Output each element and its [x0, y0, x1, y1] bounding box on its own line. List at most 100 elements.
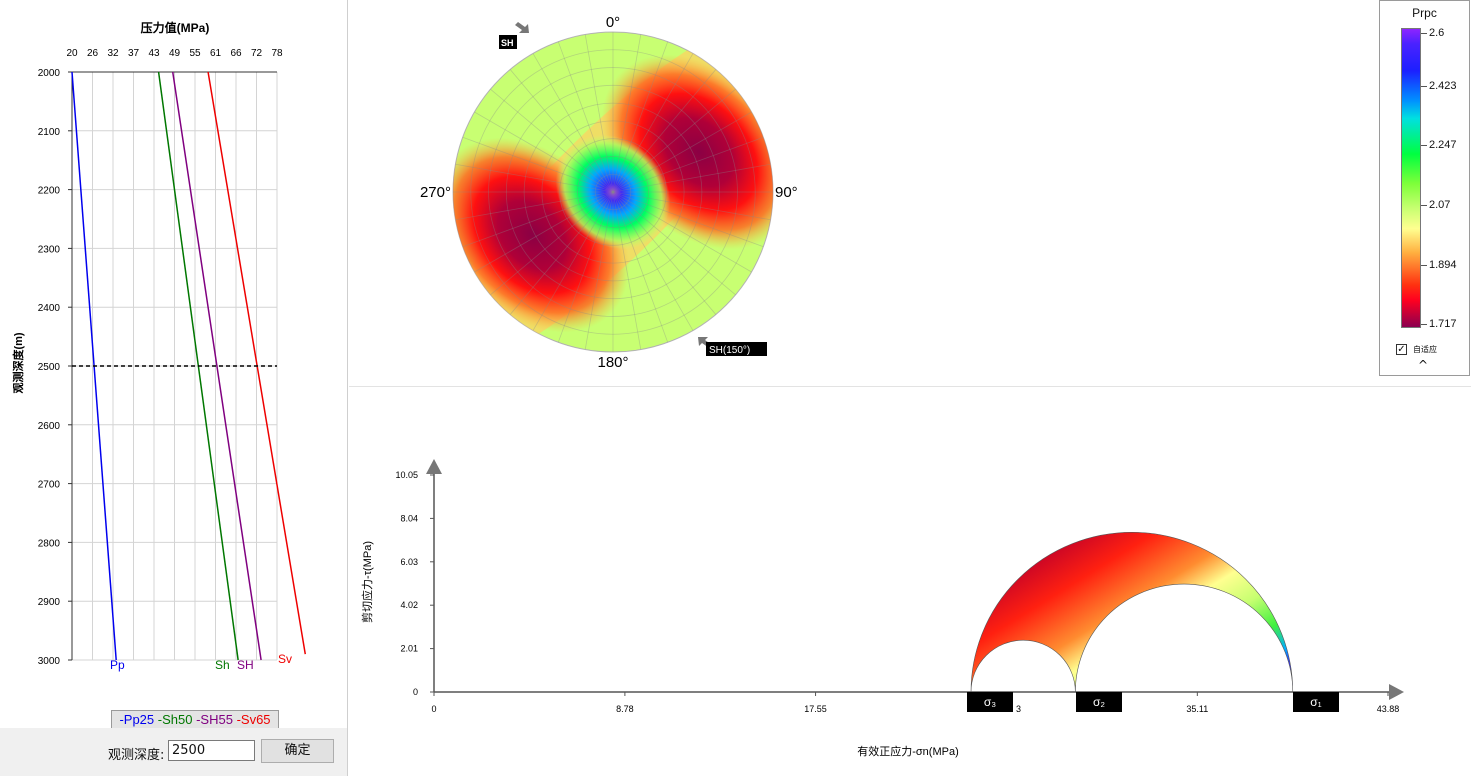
angle-label-270: 270°: [420, 184, 451, 201]
legend-sv: -Sv65: [236, 712, 271, 727]
mohr-partial-tick: 3: [1016, 704, 1021, 714]
net-ring: [470, 49, 756, 335]
pp-series-label: Pp: [110, 658, 125, 672]
mohr-circles: [970, 531, 1294, 693]
net-spoke: [532, 53, 614, 193]
x-tick-label: 66: [230, 48, 242, 59]
y-axis-arrow-icon: [426, 459, 442, 474]
net-ring: [505, 84, 721, 300]
y-tick-label: 2200: [38, 186, 61, 197]
colorbar-tick: [1421, 86, 1427, 87]
x-tick-label: 35.11: [1186, 704, 1208, 714]
x-tick-label: 78: [271, 48, 283, 59]
depth-axis-label: 观测深度(m): [11, 332, 25, 393]
y-tick-label: 2800: [38, 538, 61, 549]
colorbar-tick: [1421, 324, 1427, 325]
series-line-sh55: [171, 71, 262, 661]
net-spoke: [612, 191, 752, 273]
net-ring: [577, 156, 649, 228]
colorbar-label: 2.6: [1429, 27, 1445, 39]
x-tick-label: 0: [431, 704, 436, 714]
x-tick-label: 43.88: [1377, 704, 1400, 714]
y-tick-label: 4.02: [400, 600, 418, 610]
sigma2-label: σ₂: [1093, 695, 1105, 709]
y-tick-label: 2000: [38, 68, 61, 79]
net-spoke: [509, 69, 614, 193]
sh-max-tag: [499, 35, 517, 49]
x-tick-label: 61: [210, 48, 222, 59]
colorbar-gradient: [1401, 28, 1421, 328]
y-tick-label: 8.04: [400, 513, 418, 523]
colorbar-tick: [1421, 265, 1427, 266]
sh-series-label: Sh: [215, 658, 230, 672]
y-tick-label: 0: [413, 687, 418, 697]
panel-divider: [349, 386, 1471, 387]
net-spoke: [612, 191, 694, 331]
net-spoke: [462, 136, 614, 193]
mohr-axes: [426, 459, 1404, 700]
net-spoke: [474, 111, 614, 193]
y-tick-label: 2100: [38, 127, 61, 138]
colorbar-tick: [1421, 145, 1427, 146]
mohr-y-axis-label: 剪切应力-τ(MPa): [360, 541, 374, 623]
x-tick-label: 72: [251, 48, 263, 59]
pressure-chart-title: 压力值(MPa): [141, 20, 210, 35]
y-tick-label: 3000: [38, 656, 61, 667]
colorbar-label: 1.717: [1429, 318, 1457, 330]
net-spoke: [612, 191, 736, 296]
x-tick-label: 55: [189, 48, 201, 59]
net-spoke: [612, 191, 764, 248]
y-tick-label: 2900: [38, 597, 61, 608]
mohr-x-axis-label: 有效正应力-σn(MPa): [857, 744, 959, 758]
net-spoke: [474, 191, 614, 273]
x-tick-label: 37: [128, 48, 140, 59]
x-tick-label: 26: [87, 48, 99, 59]
sh-min-tag: [706, 342, 767, 356]
net-ring: [594, 173, 632, 211]
net-spoke: [455, 163, 614, 193]
net-spoke: [612, 88, 736, 193]
net-spoke: [557, 41, 614, 193]
pressure-legend: -Pp25 -Sh50 -SH55 -Sv65: [111, 710, 279, 729]
angle-label-180: 180°: [597, 354, 628, 371]
net-spoke: [612, 34, 642, 193]
colorbar-label: 1.894: [1429, 259, 1457, 271]
mohr-chart: 0 8.78 17.55 35.11 43.88 0 2.01 4.02 6.03 8.04 10.…: [360, 459, 1404, 758]
colorbar-tick: [1421, 205, 1427, 206]
net-spoke: [612, 69, 717, 193]
colorbar-title: Prpc: [1412, 6, 1437, 20]
net-ring: [559, 138, 667, 246]
depth-input[interactable]: 2500: [168, 740, 255, 761]
colorbar-label: 2.423: [1429, 80, 1457, 92]
net-ring: [523, 102, 703, 282]
colorbar-tick: [1421, 33, 1427, 34]
net-spoke: [612, 191, 771, 221]
pressure-y-ticks: 2000 2100 2200 2300 2400 2500 2600 2700 2800 2900…: [38, 68, 61, 667]
net-spoke: [584, 191, 614, 350]
collapse-chevron-icon[interactable]: ^: [1418, 358, 1429, 372]
net-spoke: [532, 191, 614, 331]
net-spoke: [557, 191, 614, 343]
confirm-button[interactable]: 确定: [261, 739, 334, 763]
sigma1-label: σ₁: [1310, 695, 1321, 709]
series-line-sv65: [207, 71, 307, 655]
x-tick-label: 8.78: [616, 704, 634, 714]
sh-max-arrow-icon: [515, 22, 529, 33]
y-tick-label: 6.03: [400, 557, 418, 567]
net-spoke: [612, 191, 669, 343]
net-spoke: [612, 191, 642, 350]
net-spoke: [612, 53, 694, 193]
adaptive-checkbox[interactable]: ✓: [1396, 344, 1407, 355]
SH-series-label: SH: [237, 658, 254, 672]
net-spoke: [455, 191, 614, 221]
net-spoke: [612, 41, 669, 193]
net-spoke: [612, 111, 752, 193]
stereonet-center-anomaly: [555, 134, 671, 250]
x-tick-label: 32: [107, 48, 119, 59]
sigma1-tag: [1293, 692, 1339, 712]
depth-label: 观测深度:: [108, 748, 165, 763]
angle-label-90: 90°: [775, 184, 798, 201]
sigma2-tag: [1076, 692, 1122, 712]
pressure-chart: 压力值(MPa) 20 26 32 37 43 49 55 61 66 72 78 2000 2100…: [11, 20, 307, 672]
sigma3-label: σ₃: [984, 695, 996, 709]
